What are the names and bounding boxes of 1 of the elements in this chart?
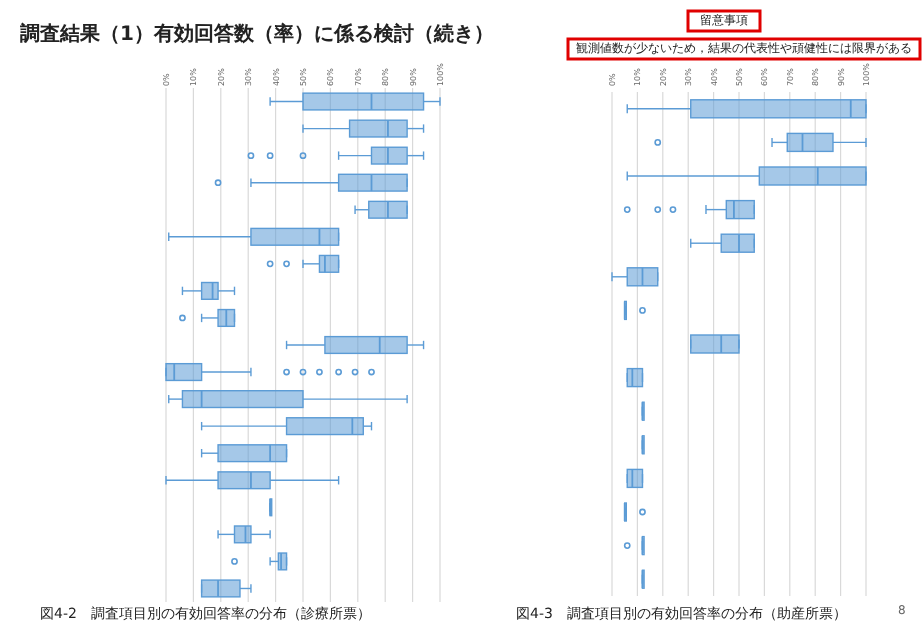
chart-title: 調査結果（1）有効回答数（率）に係る検討（続き） — [18, 22, 494, 46]
